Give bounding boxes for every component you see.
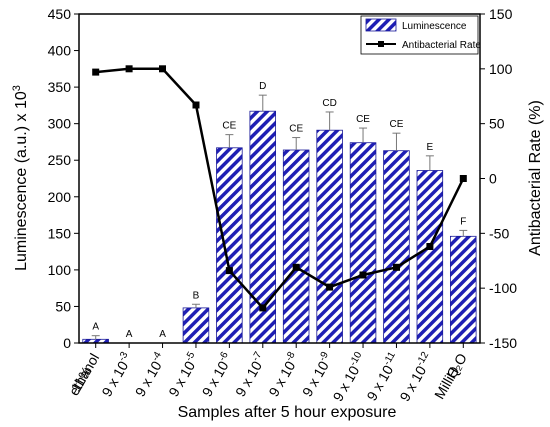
left-axis: 0 50 100 150 200 250 300 350 400 450 xyxy=(48,6,79,351)
x-tick-label-11-1: H₂O xyxy=(443,350,470,381)
y2-tick-label-100: 100 xyxy=(489,61,513,77)
line-point-7 xyxy=(326,283,334,291)
line-point-10 xyxy=(426,243,434,250)
line-point-1 xyxy=(125,65,133,73)
y2-tick-label-50: 50 xyxy=(489,116,505,132)
y2-tick-label-0: 0 xyxy=(489,171,497,187)
x-tick-label-text: ethanol xyxy=(65,351,102,399)
y-tick-label-450: 450 xyxy=(48,6,72,22)
line-point-4 xyxy=(225,267,233,275)
y2-tick-label--50: -50 xyxy=(489,225,509,241)
antibacterial-rate-line xyxy=(95,67,465,310)
bar-label-11: F xyxy=(460,216,466,227)
y2-tick-label--150: -150 xyxy=(489,335,517,351)
x-tick-label-text: 9 x 10 xyxy=(98,358,131,399)
x-tick-label-text: 9 x 10 xyxy=(396,363,429,404)
bar-8 xyxy=(349,142,377,344)
x-tick-label-4-0: 9 x 10-6 xyxy=(198,350,236,400)
line-point-3 xyxy=(192,101,200,109)
y-tick-label-150: 150 xyxy=(48,225,72,241)
bar-label-7: CD xyxy=(322,98,336,109)
x-tick-label-text: 9 x 10 xyxy=(299,358,332,399)
bar-label-8: CE xyxy=(356,114,370,125)
y-axis-title: Luminescence (a.u.) x 103 xyxy=(11,85,30,271)
x-tick-label-6-0: 9 x 10-8 xyxy=(265,350,303,400)
x-tick-label-5-0: 9 x 10-7 xyxy=(231,350,269,400)
x-tick-label-2-0: 9 x 10-4 xyxy=(131,350,169,400)
bar-label-1: A xyxy=(126,329,133,340)
bar-label-10: E xyxy=(427,142,434,153)
legend-label-luminescence: Luminescence xyxy=(402,21,467,32)
line-group xyxy=(92,65,467,312)
bar-10 xyxy=(416,170,444,344)
y-axis-title-sup: 3 xyxy=(11,85,23,91)
y-tick-label-250: 250 xyxy=(48,152,72,168)
bar-label-3: B xyxy=(193,290,200,301)
right-axis: -150 -100 -50 0 50 100 150 xyxy=(480,6,517,351)
x-tick-label-text: H₂O xyxy=(443,350,470,381)
x-tick-label-text: 9 x 10 xyxy=(265,358,298,399)
bar-6 xyxy=(282,149,310,344)
legend: Luminescence Antibacterial Rate xyxy=(360,15,481,55)
bar-label-6: CE xyxy=(289,124,303,135)
legend-label-antibacterial: Antibacterial Rate xyxy=(402,40,481,51)
y2-tick-label-150: 150 xyxy=(489,6,513,22)
x-tick-label-3-0: 9 x 10-5 xyxy=(164,350,202,400)
x-tick-label-7-0: 9 x 10-9 xyxy=(298,350,336,400)
x-axis-title: Samples after 5 hour exposure xyxy=(178,404,397,421)
line-point-9 xyxy=(393,263,400,271)
line-point-0 xyxy=(92,68,100,76)
y-tick-label-350: 350 xyxy=(48,79,72,95)
x-tick-label-text: 9 x 10 xyxy=(199,358,232,399)
x-tick-label-1-0: 9 x 10-3 xyxy=(97,350,135,400)
legend-swatch-luminescence xyxy=(365,18,397,32)
bar-label-5: D xyxy=(259,81,266,92)
bar-9 xyxy=(383,150,410,344)
x-tick-label-text: 9 x 10 xyxy=(165,358,198,399)
bar-label-4: CE xyxy=(222,121,236,132)
x-tick-label-text: 9 x 10 xyxy=(132,358,165,399)
x-tick-label-0-1: ethanol xyxy=(65,351,102,399)
x-tick-label-text: 9 x 10 xyxy=(329,363,362,404)
x-tick-label-text: 9 x 10 xyxy=(232,358,265,399)
y-tick-label-0: 0 xyxy=(63,335,71,351)
line-point-2 xyxy=(159,65,166,73)
bars-group: A A A B CE D CE CD CE CE E F xyxy=(82,81,477,344)
legend-marker-antibacterial xyxy=(378,41,384,47)
y-tick-label-400: 400 xyxy=(48,43,72,59)
bar-label-9: CE xyxy=(390,119,404,130)
line-point-5 xyxy=(259,304,267,312)
bar-7 xyxy=(316,129,343,344)
bar-4 xyxy=(216,147,243,344)
line-point-6 xyxy=(292,263,300,271)
y2-tick-label--100: -100 xyxy=(489,280,517,296)
x-tick-label-10-0: 9 x 10-12 xyxy=(395,350,436,404)
y-tick-label-200: 200 xyxy=(48,189,72,205)
y2-axis-title: Antibacterial Rate (%) xyxy=(527,100,544,256)
y-tick-label-100: 100 xyxy=(48,262,72,278)
y-tick-label-300: 300 xyxy=(48,116,72,132)
bar-5 xyxy=(249,110,276,344)
bar-3 xyxy=(182,307,210,344)
x-tick-label-text: 9 x 10 xyxy=(363,362,396,403)
bar-11 xyxy=(449,235,477,344)
line-point-11 xyxy=(459,175,467,182)
bar-label-2: A xyxy=(159,329,166,340)
line-point-8 xyxy=(359,271,367,279)
y-axis-title-main: Luminescence (a.u.) x 10 xyxy=(13,91,30,271)
y-tick-label-50: 50 xyxy=(55,298,71,314)
bar-label-0: A xyxy=(92,322,99,333)
